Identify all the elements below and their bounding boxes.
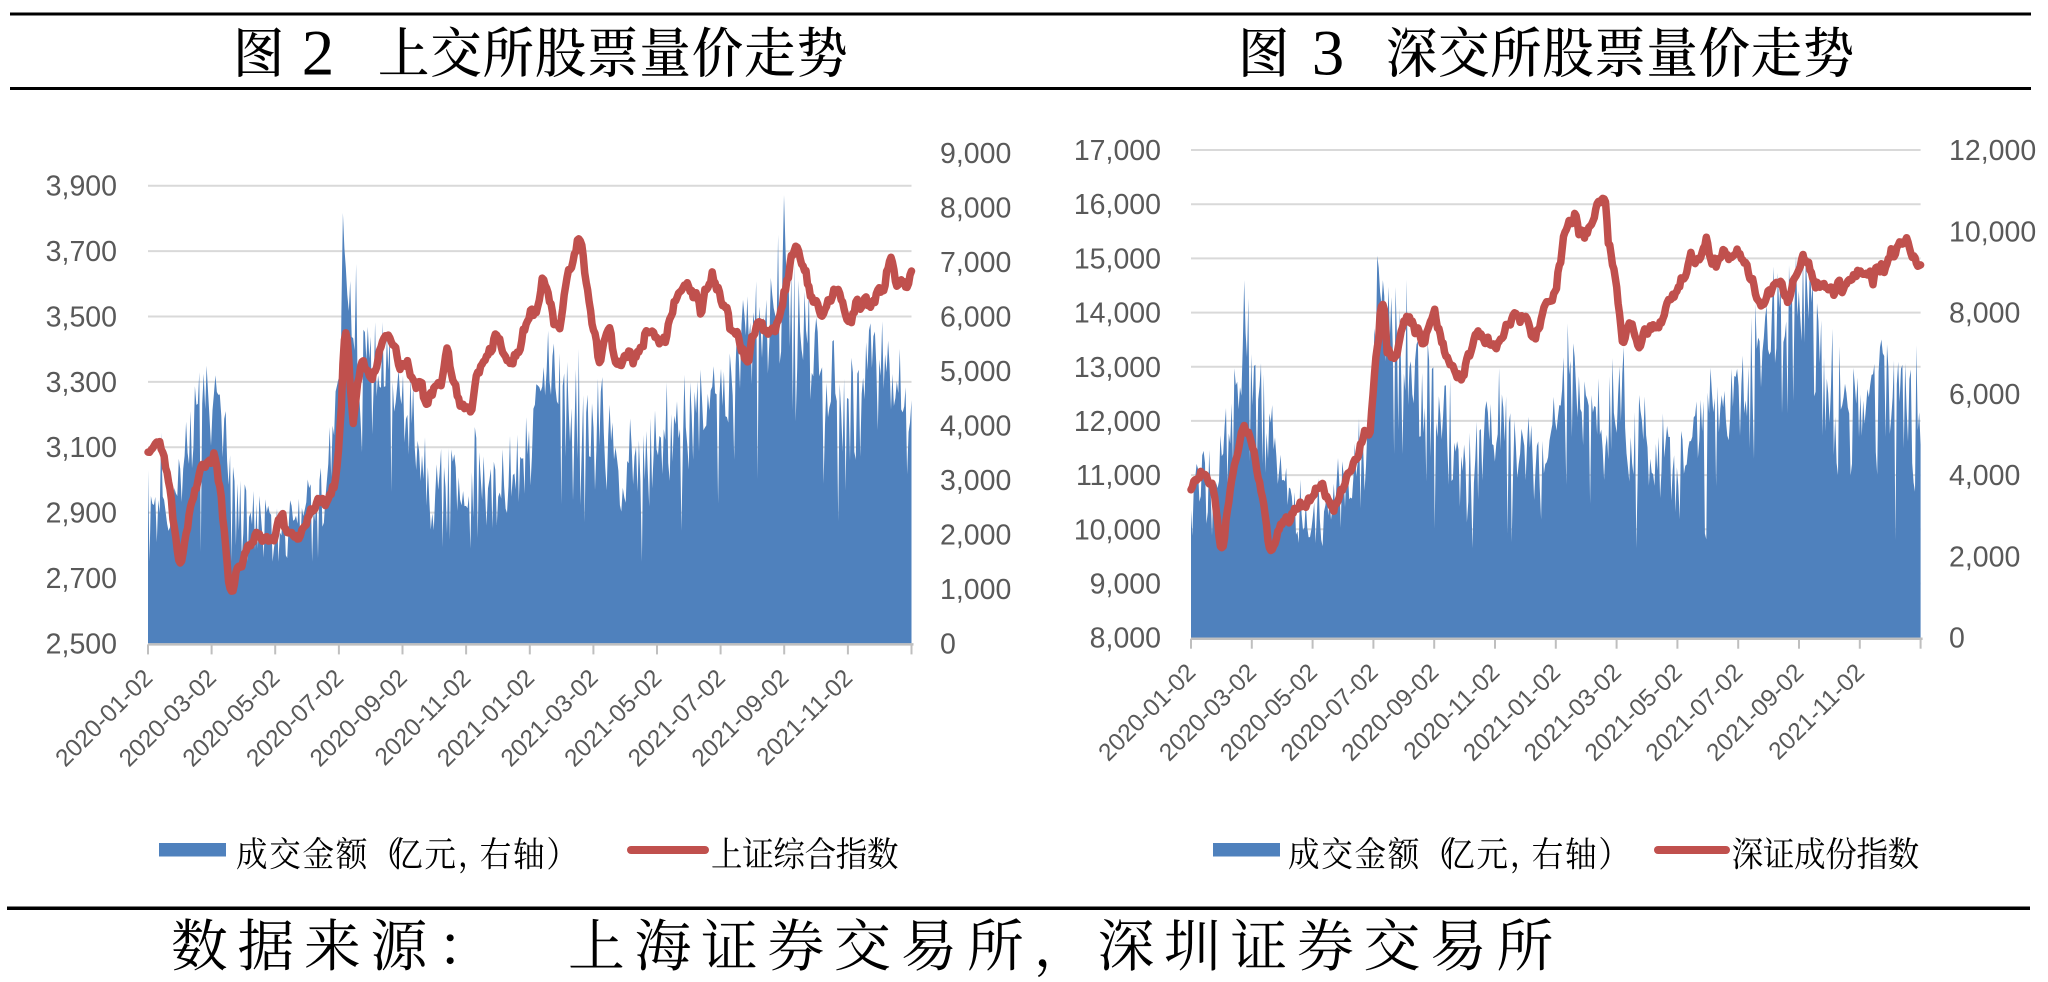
svg-text:8,000: 8,000 — [1949, 298, 2020, 330]
svg-text:2,700: 2,700 — [46, 563, 117, 595]
svg-text:6,000: 6,000 — [940, 302, 1011, 334]
svg-text:17,000: 17,000 — [1074, 135, 1161, 167]
svg-text:0: 0 — [1949, 623, 1965, 655]
svg-text:2: 2 — [302, 18, 335, 90]
svg-text:3,100: 3,100 — [46, 432, 117, 464]
svg-text:12,000: 12,000 — [1949, 135, 2036, 167]
svg-text:6,000: 6,000 — [1949, 379, 2020, 411]
svg-text:4,000: 4,000 — [940, 410, 1011, 442]
svg-text:11,000: 11,000 — [1076, 460, 1161, 492]
svg-text:5,000: 5,000 — [940, 356, 1011, 388]
svg-text:2,500: 2,500 — [46, 628, 117, 660]
svg-text:2,000: 2,000 — [940, 519, 1011, 551]
svg-text:2,000: 2,000 — [1949, 541, 2020, 573]
svg-text:9,000: 9,000 — [1090, 569, 1161, 601]
svg-text:15,000: 15,000 — [1074, 243, 1161, 275]
svg-text:10,000: 10,000 — [1949, 216, 2036, 248]
svg-text:9,000: 9,000 — [940, 138, 1011, 170]
svg-text:8,000: 8,000 — [940, 193, 1011, 225]
svg-text:1,000: 1,000 — [940, 574, 1011, 606]
svg-text:3: 3 — [1312, 18, 1345, 90]
svg-text:12,000: 12,000 — [1074, 406, 1161, 438]
svg-text:4,000: 4,000 — [1949, 460, 2020, 492]
svg-text:2,900: 2,900 — [46, 498, 117, 530]
svg-text:7,000: 7,000 — [940, 247, 1011, 279]
svg-text:3,500: 3,500 — [46, 302, 117, 334]
svg-text:13,000: 13,000 — [1074, 352, 1161, 384]
svg-text:3,900: 3,900 — [46, 171, 117, 203]
svg-text:14,000: 14,000 — [1074, 298, 1161, 330]
svg-text:8,000: 8,000 — [1090, 623, 1161, 655]
svg-text:0: 0 — [940, 628, 956, 660]
svg-text:3,000: 3,000 — [940, 465, 1011, 497]
svg-text:3,300: 3,300 — [46, 367, 117, 399]
svg-text:10,000: 10,000 — [1074, 514, 1161, 546]
svg-text:3,700: 3,700 — [46, 236, 117, 268]
svg-text:16,000: 16,000 — [1074, 189, 1161, 221]
